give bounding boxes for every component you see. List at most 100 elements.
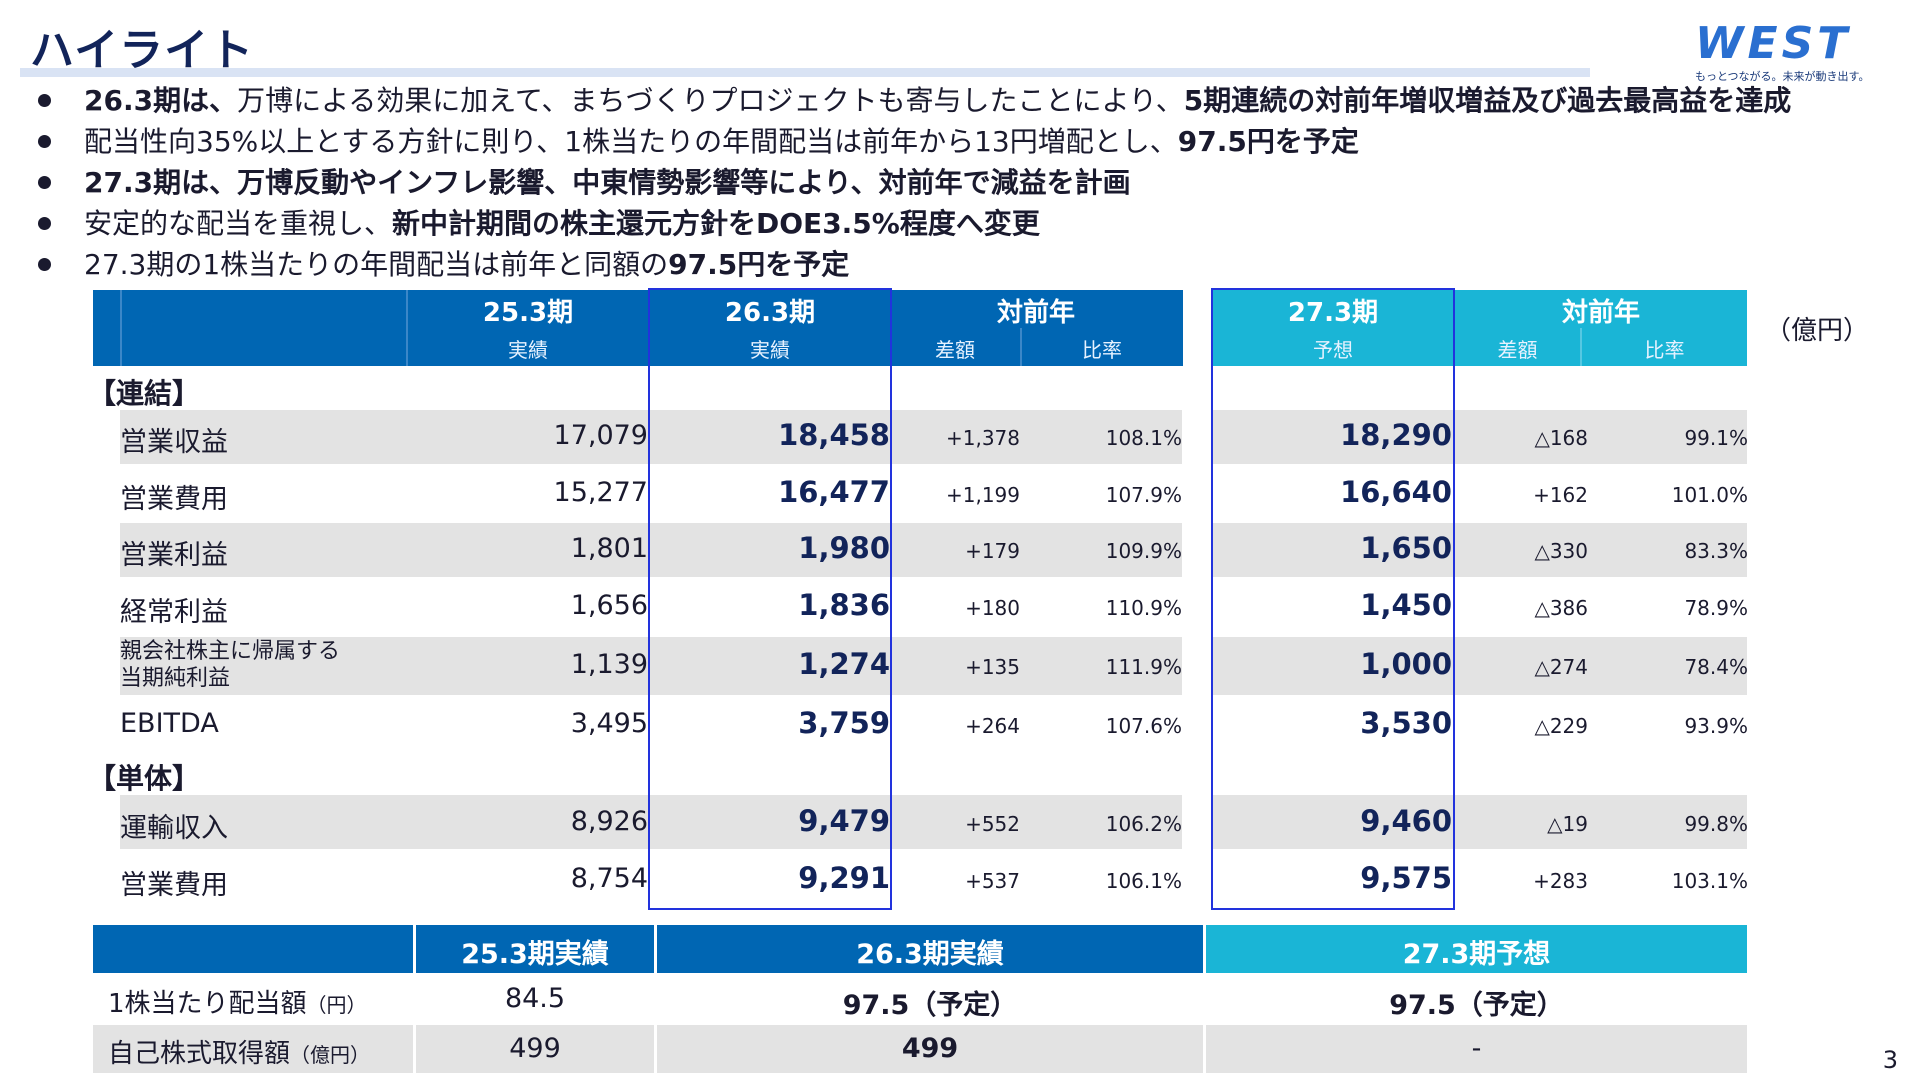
dividend-header-label: 25.3期実績 bbox=[461, 939, 609, 970]
cell-diff: +552 bbox=[965, 812, 1020, 836]
row-shade bbox=[120, 523, 1182, 577]
dividend-value: 97.5（予定） bbox=[1389, 990, 1564, 1021]
dividend-label-text: 自己株式取得額 bbox=[108, 1039, 291, 1069]
title-underline bbox=[20, 68, 1590, 77]
dividend-value: 97.5（予定） bbox=[842, 990, 1018, 1021]
cell-forecast-diff: +283 bbox=[1533, 869, 1588, 893]
bullet-text: 27.3期の1株当たりの年間配当は前年と同額の bbox=[84, 248, 669, 281]
cell-prev: 8,926 bbox=[570, 806, 648, 837]
header-fc-rate: 比率 bbox=[1644, 338, 1685, 362]
cell-forecast: 9,460 bbox=[1360, 804, 1452, 838]
header-prev-sub: 実績 bbox=[508, 338, 548, 362]
section-label: 【単体】 bbox=[88, 762, 201, 795]
cell-prev: 1,801 bbox=[570, 533, 648, 564]
cell-forecast-rate: 99.1% bbox=[1684, 426, 1748, 450]
row-label: EBITDA bbox=[120, 708, 219, 739]
row-label: 経常利益 bbox=[120, 597, 228, 628]
dividend-row-label: 1株当たり配当額（円） bbox=[108, 983, 367, 1020]
header-divider bbox=[1580, 328, 1582, 366]
header-prev-period: 25.3期 bbox=[482, 298, 574, 328]
cell-forecast: 18,290 bbox=[1340, 418, 1452, 452]
cell-forecast-rate: 78.4% bbox=[1684, 655, 1748, 679]
cell-forecast-diff: +162 bbox=[1533, 483, 1588, 507]
cell-rate: 106.1% bbox=[1105, 869, 1182, 893]
cell-forecast: 1,000 bbox=[1360, 647, 1452, 681]
cell-forecast: 1,450 bbox=[1360, 588, 1452, 622]
page-number: 3 bbox=[1882, 1046, 1898, 1074]
cell-prev: 8,754 bbox=[570, 863, 648, 894]
bullet-item: 安定的な配当を重視し、新中計期間の株主還元方針をDOE3.5%程度へ変更 bbox=[34, 203, 1791, 244]
cell-forecast-rate: 83.3% bbox=[1684, 539, 1748, 563]
logo-tagline: もっとつながる。未来が動き出す。 bbox=[1695, 70, 1870, 83]
table-header bbox=[93, 290, 1183, 366]
dividend-header bbox=[93, 925, 413, 973]
row-label-line: 親会社株主に帰属する bbox=[120, 639, 341, 664]
cell-forecast: 9,575 bbox=[1360, 861, 1452, 895]
bullet-bold-text: 97.5円を予定 bbox=[1177, 125, 1359, 158]
header-divider bbox=[1020, 328, 1022, 366]
cell-forecast-diff: △274 bbox=[1534, 655, 1588, 679]
cell-forecast-diff: △330 bbox=[1534, 539, 1588, 563]
bullet-item: 27.3期の1株当たりの年間配当は前年と同額の97.5円を予定 bbox=[34, 244, 1791, 285]
row-shade bbox=[120, 795, 1182, 849]
cell-cur: 1,980 bbox=[798, 531, 890, 565]
cell-forecast-diff: △19 bbox=[1547, 812, 1588, 836]
row-shade bbox=[1211, 795, 1747, 849]
cell-cur: 9,479 bbox=[798, 804, 890, 838]
bullet-item: 26.3期は、万博による効果に加えて、まちづくりプロジェクトも寄与したことにより… bbox=[34, 80, 1791, 121]
header-divider bbox=[406, 290, 408, 366]
cell-diff: +537 bbox=[965, 869, 1020, 893]
row-shade bbox=[120, 410, 1182, 464]
header-diff: 差額 bbox=[935, 338, 975, 362]
dividend-label-unit: （円） bbox=[306, 993, 367, 1017]
row-label: 営業費用 bbox=[120, 484, 228, 515]
cell-prev: 17,079 bbox=[553, 420, 648, 451]
forecast-header bbox=[1211, 290, 1747, 366]
bullet-bold-text: 5期連続の対前年増収増益及び過去最高益を達成 bbox=[1183, 84, 1792, 117]
dividend-header bbox=[657, 925, 1203, 973]
cell-forecast-diff: △386 bbox=[1534, 596, 1588, 620]
header-fc-diff: 差額 bbox=[1497, 338, 1538, 362]
bullet-item: 配当性向35%以上とする方針に則り、1株当たりの年間配当は前年から13円増配とし… bbox=[34, 121, 1791, 162]
cell-forecast-rate: 101.0% bbox=[1671, 483, 1748, 507]
row-label: 親会社株主に帰属する 当期純利益 bbox=[120, 638, 340, 692]
cell-forecast-rate: 99.8% bbox=[1684, 812, 1748, 836]
bullet-text: 配当性向35%以上とする方針に則り、1株当たりの年間配当は前年から13円増配とし… bbox=[84, 125, 1178, 158]
current-period-highlight-box bbox=[648, 288, 892, 910]
cell-forecast-rate: 93.9% bbox=[1684, 714, 1748, 738]
cell-forecast-rate: 78.9% bbox=[1684, 596, 1748, 620]
dividend-value: 84.5 bbox=[504, 983, 566, 1014]
cell-prev: 1,139 bbox=[570, 649, 648, 680]
bullet-item: 27.3期は、万博反動やインフレ影響、中東情勢影響等により、対前年で減益を計画 bbox=[34, 162, 1791, 203]
cell-forecast: 3,530 bbox=[1360, 706, 1452, 740]
dividend-label-text: 1株当たり配当額 bbox=[108, 989, 307, 1019]
cell-rate: 106.2% bbox=[1105, 812, 1182, 836]
row-shade bbox=[1211, 637, 1747, 695]
dividend-row-shade bbox=[1206, 1025, 1747, 1073]
page-title: ハイライト bbox=[30, 25, 255, 76]
dividend-row-shade bbox=[416, 1025, 654, 1073]
dividend-value: 499 bbox=[509, 1033, 561, 1064]
row-label-line: 当期純利益 bbox=[120, 666, 231, 691]
cell-rate: 109.9% bbox=[1105, 539, 1182, 563]
dividend-label-unit: （億円） bbox=[290, 1043, 371, 1067]
cell-forecast: 16,640 bbox=[1340, 475, 1452, 509]
header-yoy: 対前年 bbox=[996, 298, 1075, 328]
cell-diff: +264 bbox=[965, 714, 1020, 738]
row-label: 営業収益 bbox=[120, 427, 228, 458]
cell-cur: 1,274 bbox=[798, 647, 890, 681]
cell-forecast-rate: 103.1% bbox=[1671, 869, 1748, 893]
row-label: 運輸収入 bbox=[120, 813, 228, 844]
header-cur-sub: 実績 bbox=[750, 338, 790, 362]
bullet-bold-text: 新中計期間の株主還元方針をDOE3.5%程度へ変更 bbox=[392, 207, 1040, 240]
cell-rate: 110.9% bbox=[1105, 596, 1182, 620]
unit-label: （億円） bbox=[1765, 316, 1870, 346]
bullet-text: 安定的な配当を重視し、 bbox=[84, 207, 393, 240]
header-fc-sub: 予想 bbox=[1313, 338, 1353, 362]
bullet-bold-text: 26.3期は、 bbox=[84, 84, 238, 117]
cell-diff: +1,378 bbox=[945, 426, 1020, 450]
row-label: 営業利益 bbox=[120, 540, 228, 571]
dividend-value: - bbox=[1471, 1033, 1482, 1064]
header-rate: 比率 bbox=[1082, 338, 1122, 362]
